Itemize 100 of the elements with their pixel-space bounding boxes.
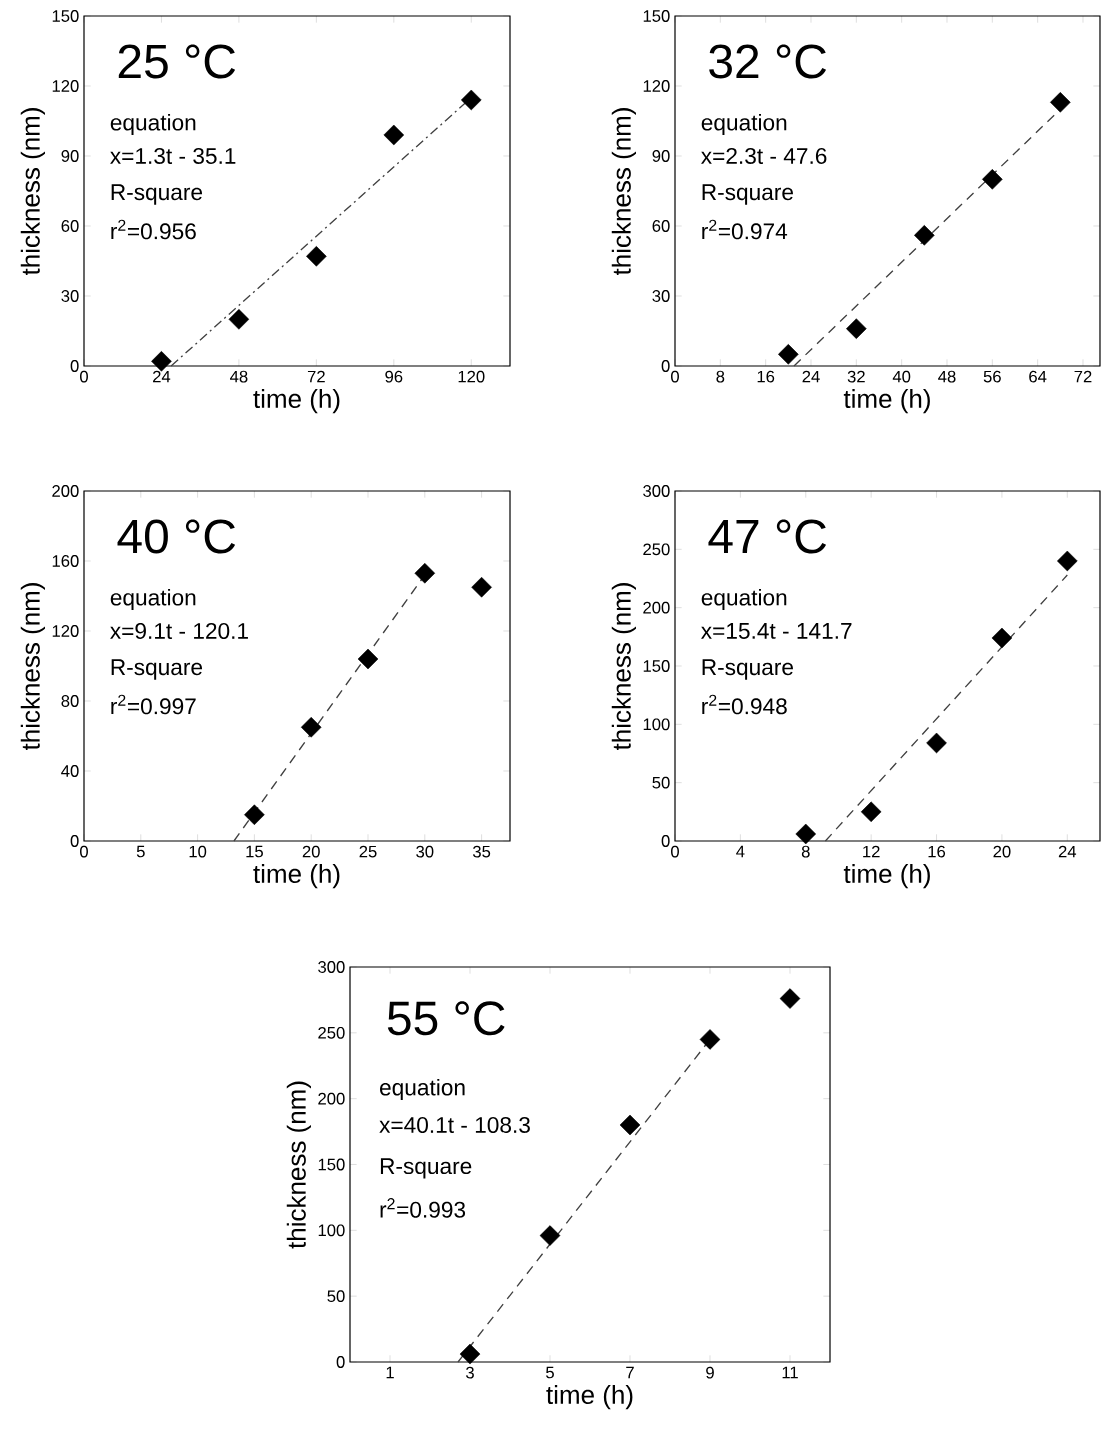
y-tick-label: 150	[643, 660, 670, 672]
point	[982, 169, 1003, 190]
point	[300, 716, 322, 738]
point	[914, 225, 935, 246]
point	[778, 344, 799, 365]
point	[846, 318, 867, 339]
point	[779, 988, 801, 1009]
y-tick-label: 80	[61, 695, 79, 707]
x-tick-label: 40	[892, 370, 911, 383]
y-axis-title: thickness (nm)	[286, 1081, 311, 1249]
point	[699, 1029, 721, 1050]
x-tick-label: 20	[993, 845, 1011, 858]
x-tick-label: 8	[716, 370, 725, 383]
annotation: x=2.3t - 47.6	[701, 147, 827, 165]
y-tick-label: 40	[61, 765, 79, 777]
annotation: equation	[380, 1078, 465, 1101]
annotation: R-square	[702, 659, 793, 680]
annotation: R-square	[111, 659, 203, 680]
x-tick-label: 24	[153, 370, 171, 383]
y-tick-label: 60	[652, 220, 670, 232]
y-tick-label: 200	[318, 1092, 345, 1105]
y-tick-label: 150	[52, 10, 79, 22]
x-tick-label: 25	[359, 845, 377, 858]
y-tick-label: 50	[327, 1290, 345, 1303]
x-tick-label: 1	[386, 1366, 394, 1379]
x-tick-label: 10	[189, 845, 207, 858]
chart-title: 40 °C	[117, 519, 236, 554]
y-tick-label: 200	[643, 601, 670, 614]
x-tick-label: 72	[307, 370, 325, 383]
chart-title: 47 °C	[708, 519, 827, 554]
y-tick-label: 0	[661, 360, 670, 372]
y-tick-label: 50	[652, 776, 670, 789]
point	[357, 648, 379, 670]
y-axis-title: thickness (nm)	[611, 583, 636, 751]
point	[461, 89, 482, 111]
y-tick-label: 150	[318, 1158, 345, 1171]
chart-title: 25 °C	[118, 44, 236, 79]
x-tick-label: 4	[736, 845, 745, 858]
point	[414, 562, 436, 584]
y-tick-label: 160	[52, 555, 79, 567]
x-tick-label: 32	[847, 370, 865, 383]
x-tick-label: 35	[472, 845, 491, 858]
x-tick-label: 24	[802, 370, 820, 383]
x-tick-label: 16	[757, 370, 775, 383]
x-tick-label: 64	[1029, 370, 1047, 383]
annotation: equation	[110, 588, 196, 611]
y-axis-title: thickness (nm)	[611, 108, 636, 276]
x-tick-label: 5	[136, 845, 145, 858]
x-tick-label: 30	[416, 845, 434, 858]
point	[306, 246, 327, 267]
x-tick-label: 8	[801, 845, 810, 858]
y-tick-label: 30	[61, 290, 79, 302]
y-tick-label: 0	[661, 835, 670, 847]
y-tick-label: 250	[643, 543, 670, 556]
x-tick-label: 0	[80, 845, 88, 858]
point	[991, 627, 1013, 649]
point	[926, 732, 947, 754]
y-tick-label: 300	[643, 485, 670, 497]
x-tick-label: 15	[246, 845, 263, 858]
y-tick-label: 250	[318, 1026, 345, 1039]
y-axis-title: thickness (nm)	[20, 583, 45, 751]
x-axis-title: time (h)	[843, 388, 930, 414]
y-tick-label: 100	[643, 718, 670, 731]
point	[795, 823, 817, 845]
point	[1050, 92, 1071, 113]
x-tick-label: 3	[465, 1366, 474, 1379]
y-tick-label: 150	[643, 10, 670, 22]
annotation: R-square	[702, 184, 793, 205]
x-tick-label: 48	[230, 370, 248, 383]
point	[151, 351, 172, 372]
annotation: r$^{2}$=0.974	[702, 219, 788, 240]
y-tick-label: 60	[61, 220, 79, 232]
point	[459, 1343, 481, 1365]
annotation: x=9.1t - 120.1	[110, 622, 248, 640]
y-tick-label: 120	[643, 80, 670, 92]
annotation: x=40.1t - 108.3	[379, 1116, 530, 1134]
x-tick-label: 0	[80, 370, 88, 383]
y-tick-label: 300	[318, 961, 345, 973]
y-tick-label: 0	[336, 1356, 345, 1368]
y-tick-label: 100	[318, 1224, 345, 1237]
x-tick-label: 7	[626, 1366, 634, 1379]
point	[228, 309, 250, 330]
x-axis-title: time (h)	[253, 388, 340, 414]
annotation: r$^{2}$=0.997	[111, 694, 196, 715]
annotation: equation	[701, 588, 787, 611]
annotation: x=1.3t - 35.1	[110, 147, 236, 165]
y-tick-label: 0	[70, 360, 79, 372]
point	[471, 576, 492, 598]
y-tick-label: 120	[52, 625, 79, 637]
x-tick-label: 0	[671, 370, 679, 383]
text: 55 °C	[387, 1001, 505, 1036]
x-tick-label: 72	[1074, 370, 1092, 383]
annotation: r$^{2}$=0.956	[111, 219, 196, 240]
x-tick-label: 11	[782, 1366, 798, 1379]
y-tick-label: 30	[652, 290, 670, 302]
x-axis-title: time (h)	[253, 863, 340, 889]
y-axis-title: thickness (nm)	[20, 108, 45, 276]
y-tick-label: 200	[52, 485, 79, 497]
annotation: r$^{2}$=0.993	[380, 1198, 466, 1218]
annotation: r$^{2}$=0.948	[702, 694, 787, 715]
